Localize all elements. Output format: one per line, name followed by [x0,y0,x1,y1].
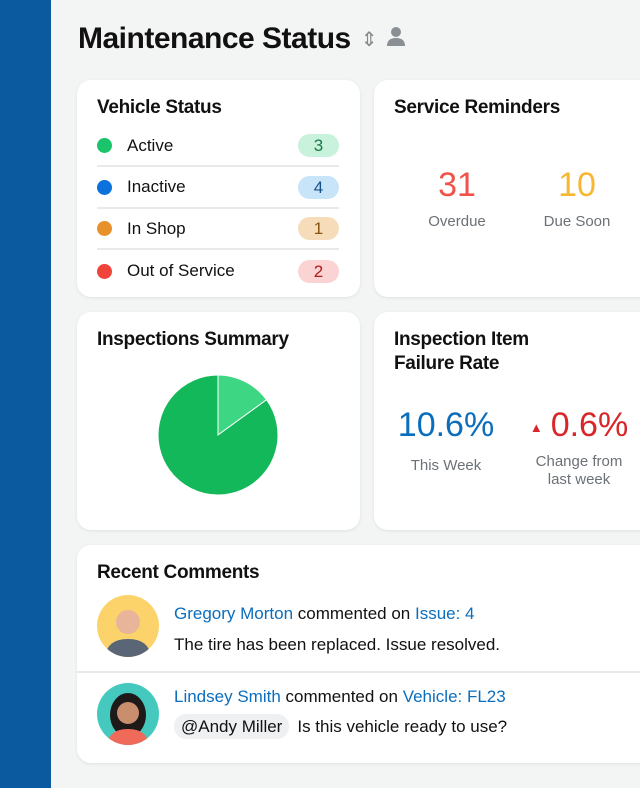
title-line-2: Failure Rate [394,353,500,374]
this-week-label: This Week [410,457,482,474]
card-title: Inspections Summary [97,329,289,350]
due-soon-label: Due Soon [543,213,611,230]
card-title: Inspection Item Failure Rate [394,328,529,376]
status-label: Out of Service [127,261,235,280]
card-title: Service Reminders [394,97,560,118]
author-link[interactable]: Gregory Morton [174,604,294,623]
avatar [97,683,159,745]
comment-action: commented on [285,687,398,706]
page-title: Maintenance Status [78,22,351,55]
pie-slice[interactable] [157,374,279,496]
change-stat: ▲ 0.6% Change from last week [514,406,640,489]
page-header: Maintenance Status ⇕ [78,22,405,56]
due-soon-value: 10 [558,166,596,204]
status-label: Active [127,135,174,155]
status-dot-icon [97,263,112,279]
card-title: Vehicle Status [97,97,222,118]
inspections-summary-card: Inspections Summary [77,312,360,530]
vehicle-status-row[interactable]: Out of Service 2 [97,251,339,292]
mention-chip[interactable]: @Andy Miller [174,714,290,739]
title-line-1: Inspection Item [394,329,529,350]
overdue-value: 31 [438,166,476,204]
due-soon-stat[interactable]: 10 Due Soon [522,166,632,230]
change-label-2: last week [547,471,611,488]
status-dot-icon [97,179,112,195]
overdue-stat[interactable]: 31 Overdue [402,166,512,230]
count-badge: 3 [298,134,339,157]
comment-item: Gregory Morton commented on Issue: 4 The… [77,589,640,673]
status-dot-icon [97,221,112,236]
pie-slice[interactable] [217,374,268,436]
author-link[interactable]: Lindsey Smith [174,687,281,706]
overdue-label: Overdue [428,213,486,230]
recent-comments-card: Recent Comments Gregory Morton commented… [77,545,640,763]
status-label: In Shop [127,218,186,238]
triangle-up-icon: ▲ [529,419,543,435]
comment-text: The tire has been replaced. Issue resolv… [174,635,501,654]
this-week-stat: 10.6% This Week [390,406,502,474]
vehicle-status-row[interactable]: In Shop 1 [97,209,339,250]
target-link[interactable]: Issue: 4 [414,604,475,623]
card-title: Recent Comments [97,562,260,583]
vehicle-status-row[interactable]: Active 3 [97,126,339,167]
comment-text: Is this vehicle ready to use? [297,717,508,736]
chevron-up-down-icon[interactable]: ⇕ [360,28,378,51]
comment-item: Lindsey Smith commented on Vehicle: FL23… [77,673,640,757]
vehicle-status-card: Vehicle Status Active 3 Inactive 4 In Shop 1 O… [77,80,360,297]
failure-rate-card: Inspection Item Failure Rate 10.6% This W… [374,312,640,530]
count-badge: 2 [298,259,339,283]
service-reminders-card: Service Reminders 31 Overdue 10 Due Soon [374,80,640,297]
status-label: Inactive [127,177,186,196]
change-label-1: Change from [535,453,623,470]
count-badge: 1 [298,217,339,240]
person-icon[interactable] [387,26,405,52]
count-badge: 4 [298,175,339,199]
avatar [97,595,159,657]
vehicle-status-row[interactable]: Inactive 4 [97,168,339,209]
change-value: 0.6% [550,406,629,444]
comment-action: commented on [297,604,411,623]
inspections-pie-chart [157,374,279,496]
sidebar [0,0,51,788]
status-dot-icon [97,138,112,153]
target-link[interactable]: Vehicle: FL23 [402,687,506,706]
this-week-value: 10.6% [397,406,495,444]
